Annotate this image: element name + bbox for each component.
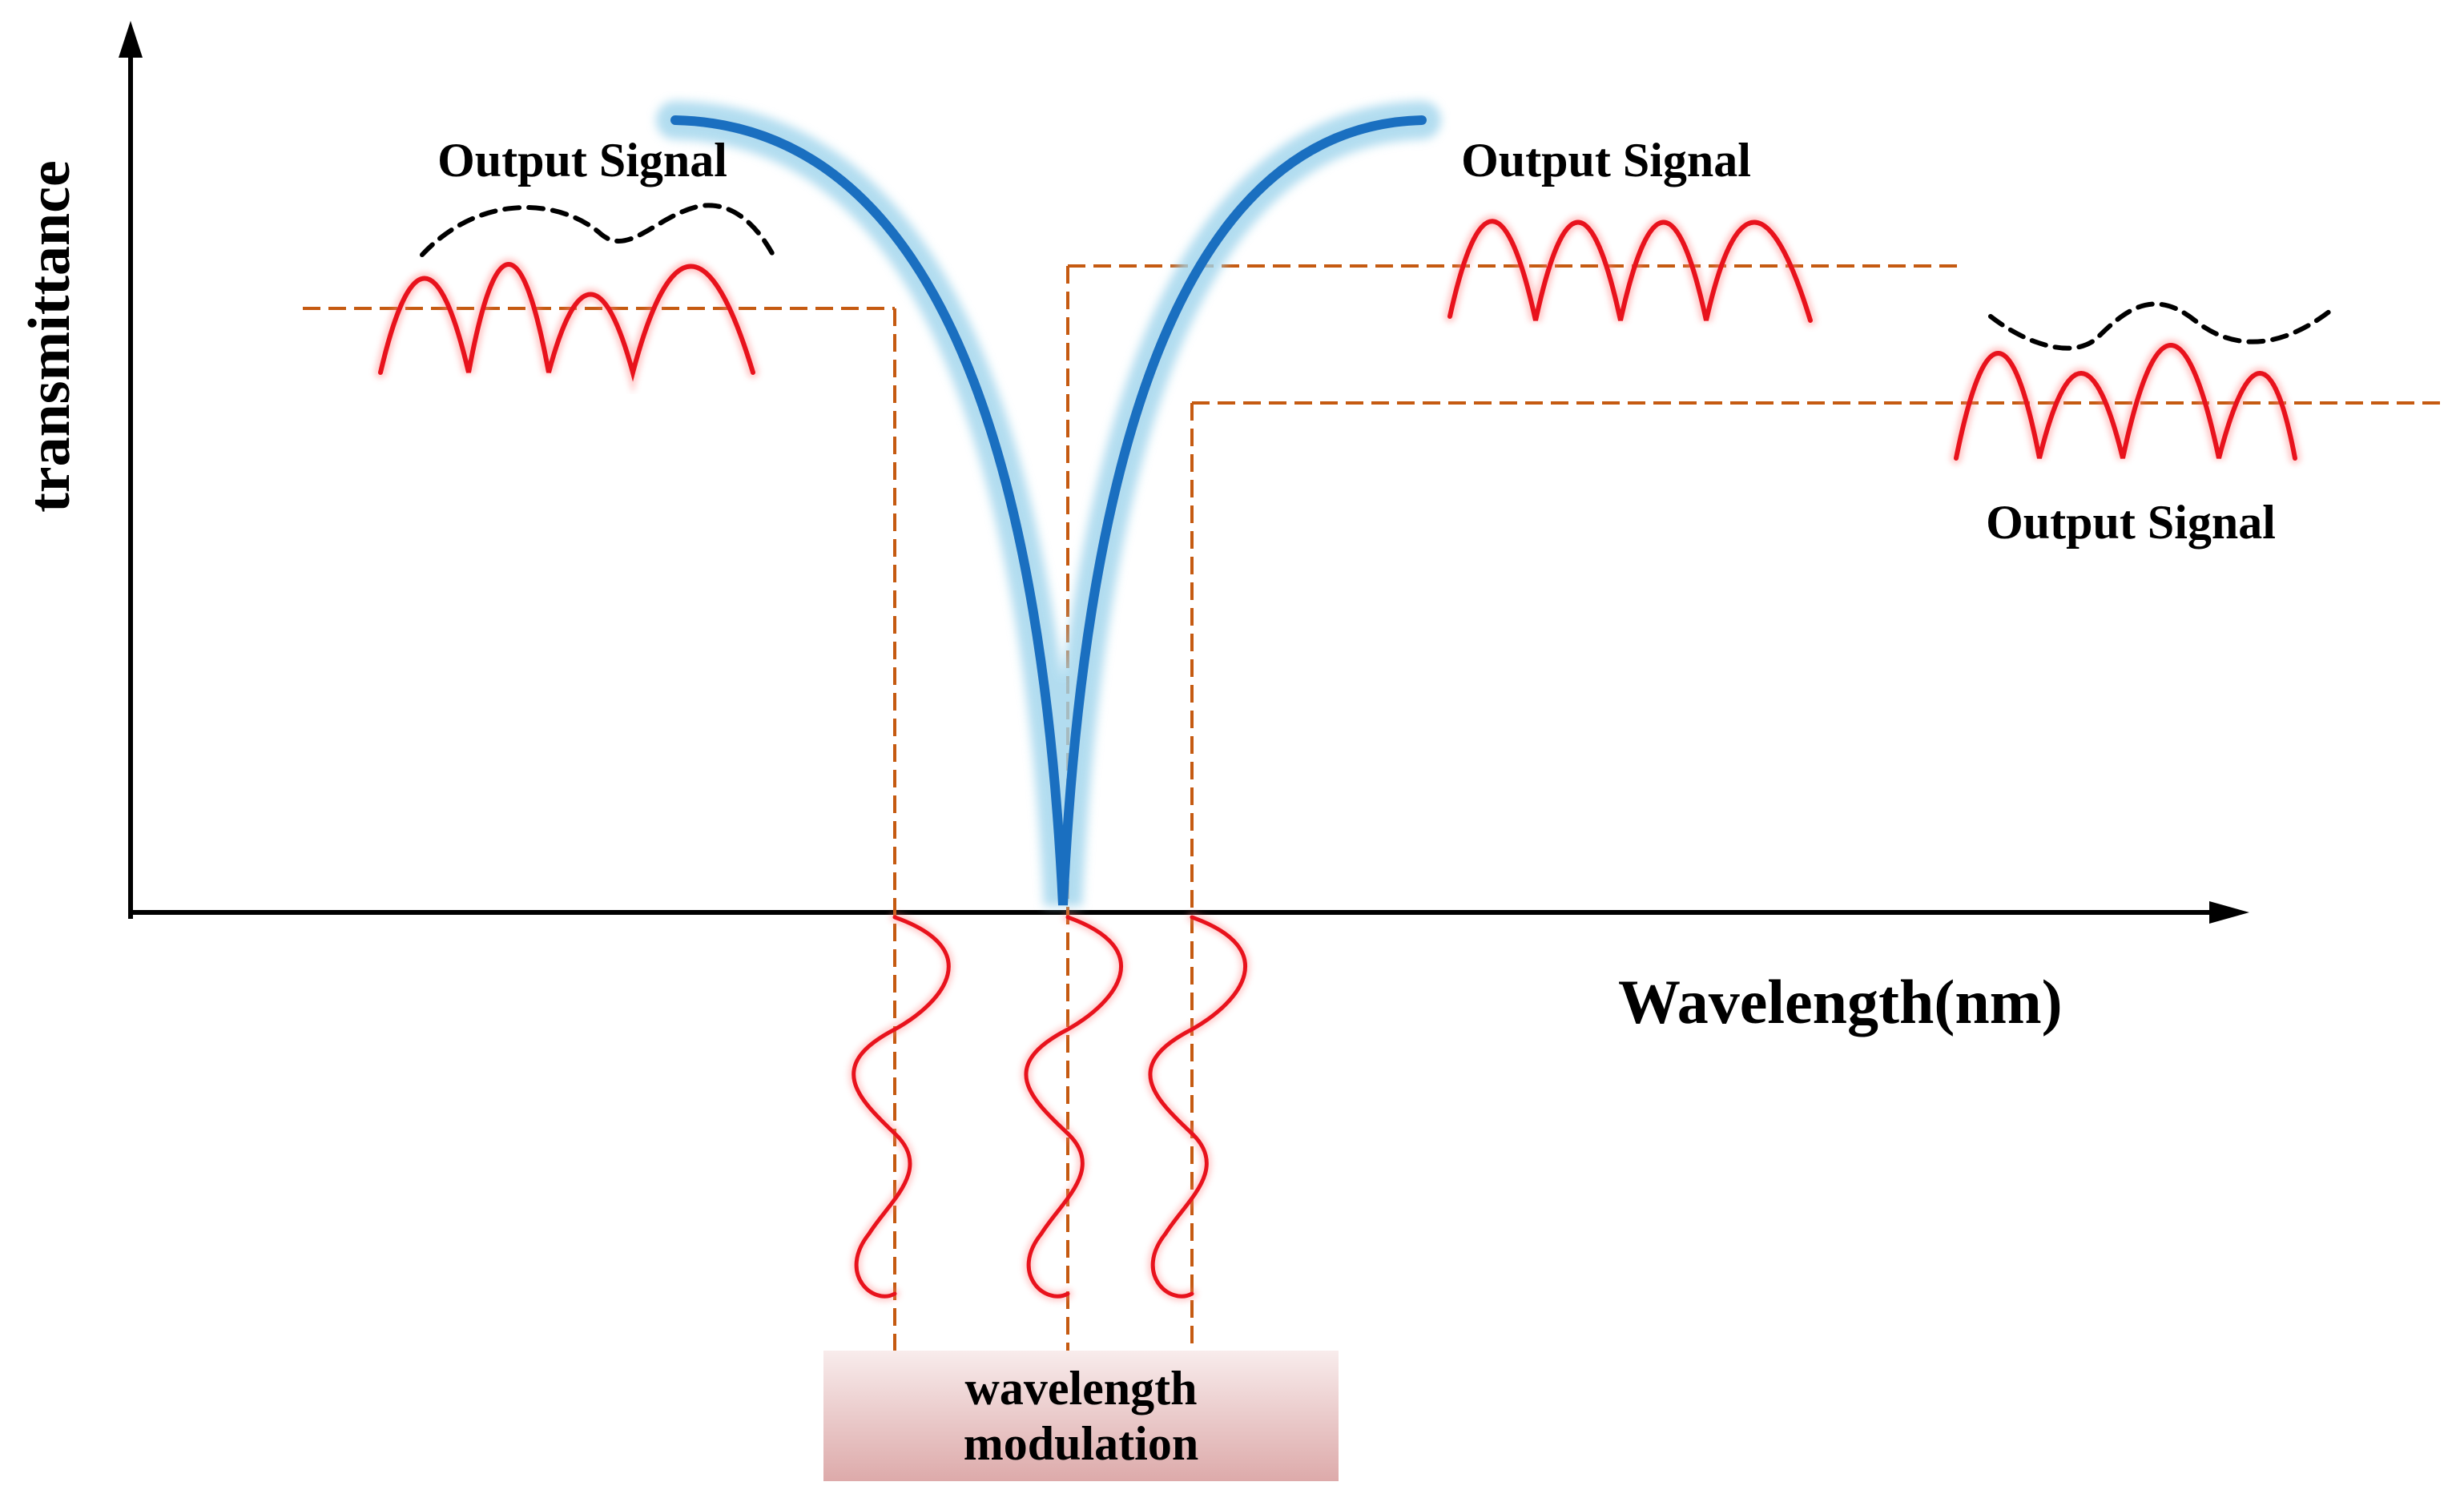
axes bbox=[128, 48, 2235, 919]
input-wave-center bbox=[1024, 915, 1123, 1299]
input-modulations bbox=[848, 912, 1250, 1302]
output-signal-left bbox=[375, 203, 775, 395]
input-wave-left bbox=[852, 915, 951, 1299]
transmission-curve-glow bbox=[656, 101, 1441, 907]
modulation-label-line2: modulation bbox=[963, 1416, 1199, 1470]
output-signal-center bbox=[1444, 215, 1816, 326]
x-axis-arrowhead bbox=[2209, 901, 2249, 924]
output-signal-label-center: Output Signal bbox=[1461, 134, 1751, 187]
signal-wave-right bbox=[1954, 343, 2297, 461]
signal-wave-left bbox=[378, 262, 755, 382]
transmission-curve-line bbox=[670, 115, 1427, 906]
output-signal-label-right: Output Signal bbox=[1986, 496, 2276, 549]
signal-wave-center-glow bbox=[1444, 215, 1816, 326]
modulation-label-line1: wavelength bbox=[964, 1361, 1198, 1415]
envelope-right bbox=[1988, 301, 2336, 351]
x-axis-label: Wavelength(nm) bbox=[1618, 967, 2063, 1037]
wavelength-modulation-box: wavelength modulation bbox=[823, 1351, 1339, 1481]
y-axis-label: transmittance bbox=[17, 160, 83, 513]
signal-wave-center bbox=[1447, 219, 1813, 323]
y-axis-arrowhead bbox=[119, 21, 143, 58]
output-signal-label-left: Output Signal bbox=[437, 134, 727, 187]
transmission-curve bbox=[656, 101, 1441, 907]
guide-lines bbox=[303, 264, 2443, 1354]
input-wave-right bbox=[1148, 915, 1247, 1299]
envelope-left bbox=[420, 203, 775, 257]
output-signal-right bbox=[1951, 301, 2336, 464]
